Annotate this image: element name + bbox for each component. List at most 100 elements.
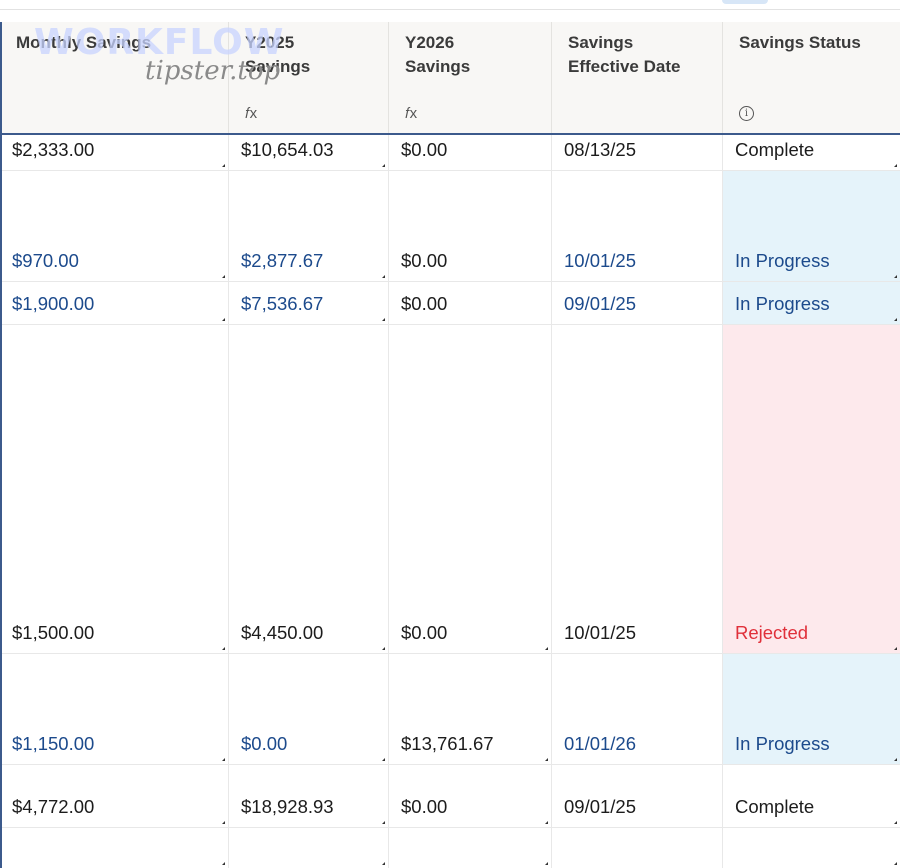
cell-drag-handle[interactable] xyxy=(222,821,225,824)
cell-y2025-savings[interactable]: $2,877.67 xyxy=(229,171,389,281)
cell-drag-handle[interactable] xyxy=(382,164,385,167)
cell-y2025-savings[interactable]: $0.00 xyxy=(229,654,389,764)
cell-y2026-savings[interactable]: $0.00 xyxy=(389,171,552,281)
cell-drag-handle[interactable] xyxy=(894,647,897,650)
cell-drag-handle[interactable] xyxy=(222,862,225,865)
cell-y2026-savings[interactable]: $0.00 xyxy=(389,135,552,170)
cell-monthly-savings[interactable]: $2,333.00 xyxy=(0,135,229,170)
cell-drag-handle[interactable] xyxy=(894,275,897,278)
column-header-label: Monthly Savings xyxy=(16,33,152,52)
cell-value: 09/01/25 xyxy=(564,796,637,817)
cell-effective-date[interactable]: 10/01/25 xyxy=(552,171,723,281)
cell-y2025-savings[interactable]: $7,536.67 xyxy=(229,282,389,324)
status-value: Rejected xyxy=(735,622,809,643)
cell-y2026-savings[interactable]: $13,761.67 xyxy=(389,654,552,764)
table-row[interactable]: $2,333.00 $10,654.03 $0.00 08/13/25 Comp… xyxy=(0,135,900,171)
column-header-label: Y2025 Savings xyxy=(245,33,311,76)
cell-monthly-savings[interactable]: $970.00 xyxy=(0,171,229,281)
formula-icon: 𝑓x xyxy=(245,105,258,122)
formula-icon: 𝑓x xyxy=(405,105,418,122)
cell-y2025-savings[interactable]: $4,450.00 xyxy=(229,325,389,653)
cell-y2026-savings[interactable] xyxy=(389,828,552,868)
cell-drag-handle[interactable] xyxy=(545,758,548,761)
cell-monthly-savings[interactable]: $4,772.00 xyxy=(0,765,229,827)
column-header-y2025-savings[interactable]: Y2025 Savings 𝑓x xyxy=(229,22,389,133)
cell-monthly-savings[interactable]: $1,500.00 xyxy=(0,325,229,653)
cell-value: $1,900.00 xyxy=(12,293,95,314)
cell-monthly-savings[interactable] xyxy=(0,828,229,868)
cell-value: $0.00 xyxy=(241,733,288,754)
column-header-savings-effective-date[interactable]: Savings Effective Date xyxy=(552,22,723,133)
cell-savings-status[interactable]: In Progress xyxy=(723,171,900,281)
column-header-label: Savings Status xyxy=(739,33,861,52)
cell-y2025-savings[interactable]: $18,928.93 xyxy=(229,765,389,827)
cell-savings-status[interactable]: Complete xyxy=(723,135,900,170)
cell-effective-date[interactable]: 08/13/25 xyxy=(552,135,723,170)
cell-drag-handle[interactable] xyxy=(382,318,385,321)
toolbar-divider xyxy=(0,9,900,10)
column-header-label: Y2026 Savings xyxy=(405,33,471,76)
column-header-monthly-savings[interactable]: Monthly Savings xyxy=(0,22,229,133)
cell-savings-status[interactable]: Rejected xyxy=(723,325,900,653)
cell-value: 09/01/25 xyxy=(564,293,637,314)
cell-drag-handle[interactable] xyxy=(222,275,225,278)
cell-drag-handle[interactable] xyxy=(222,758,225,761)
cell-monthly-savings[interactable]: $1,900.00 xyxy=(0,282,229,324)
cell-effective-date[interactable]: 10/01/25 xyxy=(552,325,723,653)
table-row[interactable] xyxy=(0,828,900,868)
cell-drag-handle[interactable] xyxy=(894,318,897,321)
cell-value: $0.00 xyxy=(401,796,448,817)
cell-y2025-savings[interactable]: $10,654.03 xyxy=(229,135,389,170)
cell-savings-status[interactable]: Complete xyxy=(723,765,900,827)
cell-value: $4,450.00 xyxy=(241,622,324,643)
cell-drag-handle[interactable] xyxy=(545,647,548,650)
cell-drag-handle[interactable] xyxy=(382,821,385,824)
cell-value: $0.00 xyxy=(401,250,448,271)
cell-drag-handle[interactable] xyxy=(894,164,897,167)
cell-drag-handle[interactable] xyxy=(382,862,385,865)
cell-monthly-savings[interactable]: $1,150.00 xyxy=(0,654,229,764)
cell-y2026-savings[interactable]: $0.00 xyxy=(389,325,552,653)
cell-effective-date[interactable] xyxy=(552,828,723,868)
cell-value: $7,536.67 xyxy=(241,293,324,314)
column-header-savings-status[interactable]: Savings Status i xyxy=(723,22,900,133)
cell-drag-handle[interactable] xyxy=(894,862,897,865)
cell-y2026-savings[interactable]: $0.00 xyxy=(389,282,552,324)
status-value: In Progress xyxy=(735,250,830,271)
cell-effective-date[interactable]: 09/01/25 xyxy=(552,765,723,827)
cell-drag-handle[interactable] xyxy=(382,275,385,278)
cell-drag-handle[interactable] xyxy=(222,647,225,650)
cell-savings-status[interactable]: In Progress xyxy=(723,654,900,764)
cell-drag-handle[interactable] xyxy=(222,164,225,167)
cell-savings-status[interactable] xyxy=(723,828,900,868)
cell-effective-date[interactable]: 09/01/25 xyxy=(552,282,723,324)
cell-drag-handle[interactable] xyxy=(894,821,897,824)
cell-drag-handle[interactable] xyxy=(545,821,548,824)
cell-drag-handle[interactable] xyxy=(894,758,897,761)
cell-effective-date[interactable]: 01/01/26 xyxy=(552,654,723,764)
table-row[interactable]: $970.00 $2,877.67 $0.00 10/01/25 In Prog… xyxy=(0,171,900,282)
cell-drag-handle[interactable] xyxy=(382,758,385,761)
cell-y2026-savings[interactable]: $0.00 xyxy=(389,765,552,827)
row-selection-bar xyxy=(0,22,2,868)
cell-drag-handle[interactable] xyxy=(382,647,385,650)
cell-drag-handle[interactable] xyxy=(545,862,548,865)
table-row[interactable]: $4,772.00 $18,928.93 $0.00 09/01/25 Comp… xyxy=(0,765,900,828)
toolbar-tab-indicator[interactable] xyxy=(722,0,768,4)
column-header-y2026-savings[interactable]: Y2026 Savings 𝑓x xyxy=(389,22,552,133)
table-row[interactable]: $1,500.00 $4,450.00 $0.00 10/01/25 Rejec… xyxy=(0,325,900,654)
cell-value: 08/13/25 xyxy=(564,139,637,160)
table-row[interactable]: $1,900.00 $7,536.67 $0.00 09/01/25 In Pr… xyxy=(0,282,900,325)
cell-value: $0.00 xyxy=(401,139,448,160)
cell-savings-status[interactable]: In Progress xyxy=(723,282,900,324)
header-row: Monthly Savings Y2025 Savings 𝑓x Y2026 S… xyxy=(0,22,900,135)
cell-value: $1,500.00 xyxy=(12,622,95,643)
savings-grid: Monthly Savings Y2025 Savings 𝑓x Y2026 S… xyxy=(0,22,900,868)
table-row[interactable]: $1,150.00 $0.00 $13,761.67 01/01/26 In P… xyxy=(0,654,900,765)
info-icon[interactable]: i xyxy=(739,106,754,121)
cell-drag-handle[interactable] xyxy=(222,318,225,321)
cell-value: 10/01/25 xyxy=(564,250,637,271)
cell-y2025-savings[interactable] xyxy=(229,828,389,868)
status-value: Complete xyxy=(735,796,815,817)
cell-value: $13,761.67 xyxy=(401,733,494,754)
